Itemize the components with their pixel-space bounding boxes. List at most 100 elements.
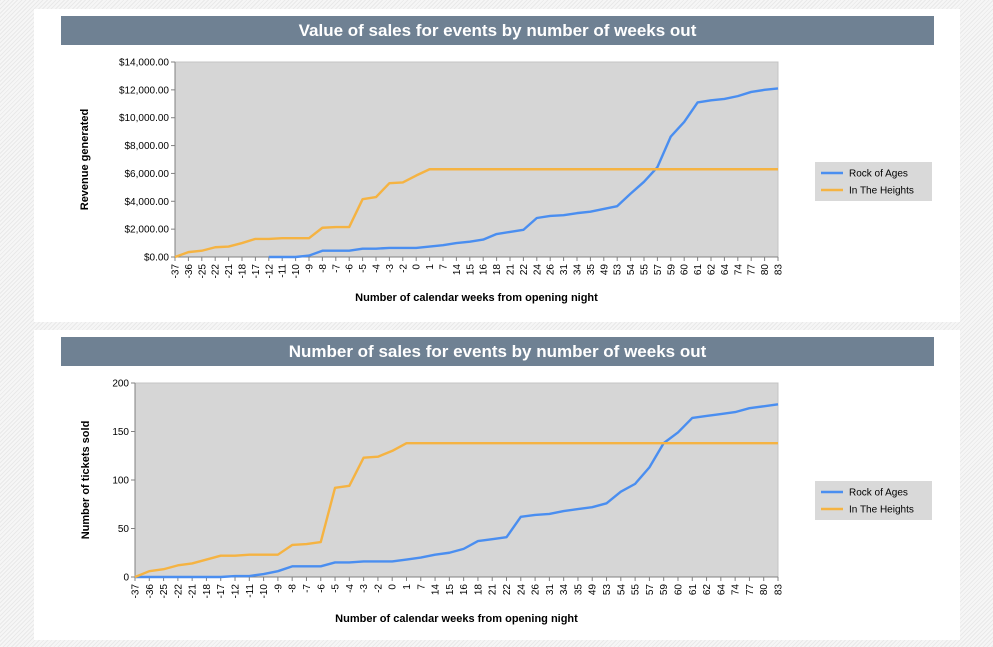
series-line-in-the-heights — [174, 168, 778, 259]
x-tick-label: 77 — [747, 264, 758, 276]
x-tick-label: 60 — [673, 584, 684, 596]
x-tick-label: 83 — [774, 584, 785, 596]
legend-label: Rock of Ages — [849, 488, 908, 499]
x-tick-label: 59 — [666, 264, 677, 276]
x-tick-label: -2 — [373, 584, 384, 593]
y-tick-label: $10,000.00 — [119, 113, 169, 124]
x-tick-label: 22 — [519, 264, 530, 276]
x-tick-label: -17 — [251, 264, 262, 279]
x-tick-label: -8 — [318, 264, 329, 273]
x-tick-label: -37 — [171, 264, 182, 279]
x-tick-label: 54 — [626, 264, 637, 276]
x-tick-label: 49 — [599, 264, 610, 276]
x-tick-label: -12 — [264, 264, 275, 279]
y-tick-label: 0 — [123, 573, 129, 584]
x-tick-label: -7 — [331, 264, 342, 273]
x-tick-label: 83 — [774, 264, 785, 276]
x-tick-label: -18 — [238, 264, 249, 279]
x-tick-label: -5 — [358, 264, 369, 273]
x-tick-label: -5 — [331, 584, 342, 593]
x-tick-label: 21 — [488, 584, 499, 596]
x-tick-label: 0 — [412, 264, 423, 270]
x-tick-label: 18 — [492, 264, 503, 276]
y-tick-label: $4,000.00 — [125, 197, 170, 208]
x-tick-label: 1 — [402, 584, 413, 590]
x-tick-label: 24 — [532, 264, 543, 276]
x-tick-label: 54 — [616, 584, 627, 596]
x-tick-label: 0 — [388, 584, 399, 590]
x-tick-label: 49 — [588, 584, 599, 596]
x-tick-label: 61 — [693, 264, 704, 276]
x-tick-label: 31 — [545, 584, 556, 596]
x-tick-label: -2 — [398, 264, 409, 273]
legend-box — [815, 481, 932, 520]
x-tick-label: 15 — [445, 584, 456, 596]
y-tick-label: $12,000.00 — [119, 85, 169, 96]
x-tick-label: 60 — [680, 264, 691, 276]
x-tick-label: 61 — [688, 584, 699, 596]
x-tick-label: 55 — [631, 584, 642, 596]
x-tick-label: -3 — [385, 264, 396, 273]
x-tick-label: 15 — [465, 264, 476, 276]
x-tick-label: 22 — [502, 584, 513, 596]
x-axis-title: Number of calendar weeks from opening ni… — [335, 613, 578, 625]
x-tick-label: 14 — [431, 584, 442, 596]
x-tick-label: 31 — [559, 264, 570, 276]
x-tick-label: -36 — [184, 264, 195, 279]
x-tick-label: -22 — [211, 264, 222, 279]
y-tick-label: $0.00 — [144, 253, 169, 264]
x-tick-label: 26 — [531, 584, 542, 596]
y-tick-label: $8,000.00 — [125, 141, 170, 152]
chart-title: Value of sales for events by number of w… — [61, 16, 934, 45]
x-tick-label: 18 — [473, 584, 484, 596]
series-line-rock-of-ages — [135, 403, 779, 579]
legend-box — [815, 162, 932, 201]
x-tick-label: -4 — [372, 264, 383, 273]
x-tick-label: 53 — [602, 584, 613, 596]
x-tick-label: -22 — [173, 584, 184, 599]
legend-label: In The Heights — [849, 186, 914, 197]
x-tick-label: -11 — [245, 584, 256, 598]
x-tick-label: 7 — [439, 264, 450, 270]
tickets-chart-panel: Number of sales for events by number of … — [34, 330, 960, 640]
x-tick-label: 1 — [425, 264, 436, 270]
x-tick-label: -25 — [159, 584, 170, 599]
x-tick-label: -36 — [145, 584, 156, 599]
x-tick-label: 74 — [733, 264, 744, 276]
x-tick-label: -4 — [345, 584, 356, 593]
revenue-chart-panel: Value of sales for events by number of w… — [34, 9, 960, 322]
x-tick-label: 21 — [506, 264, 517, 276]
x-tick-label: -3 — [359, 584, 370, 593]
y-tick-label: $6,000.00 — [125, 169, 170, 180]
x-tick-label: -6 — [316, 584, 327, 593]
x-axis-title: Number of calendar weeks from opening ni… — [355, 292, 598, 304]
y-axis-title: Number of tickets sold — [80, 421, 92, 540]
x-tick-label: -21 — [188, 584, 199, 599]
x-tick-label: -12 — [231, 584, 242, 599]
x-tick-label: -25 — [197, 264, 208, 279]
x-tick-label: -11 — [278, 264, 289, 278]
x-tick-label: -18 — [202, 584, 213, 599]
x-tick-label: 7 — [416, 584, 427, 590]
x-tick-label: 35 — [573, 584, 584, 596]
x-tick-label: -9 — [273, 584, 284, 593]
x-tick-label: 53 — [613, 264, 624, 276]
x-tick-label: 57 — [645, 584, 656, 596]
x-tick-label: -9 — [305, 264, 316, 273]
revenue-chart: $0.00 $2,000.00 $4,000.00 $6,000.00 $8,000.0… — [79, 58, 932, 304]
series-line-in-the-heights — [134, 441, 778, 579]
plot-area — [134, 382, 779, 578]
legend-label: Rock of Ages — [849, 169, 908, 180]
x-tick-label: -8 — [288, 584, 299, 593]
x-tick-label: 16 — [479, 264, 490, 276]
x-tick-label: 34 — [573, 264, 584, 276]
legend-label: In The Heights — [849, 505, 914, 516]
x-tick-label: 59 — [659, 584, 670, 596]
x-tick-label: 57 — [653, 264, 664, 276]
y-tick-label: $14,000.00 — [119, 58, 169, 69]
x-tick-label: 26 — [546, 264, 557, 276]
x-tick-label: 77 — [745, 584, 756, 596]
x-tick-label: -17 — [216, 584, 227, 599]
x-tick-label: 24 — [516, 584, 527, 596]
